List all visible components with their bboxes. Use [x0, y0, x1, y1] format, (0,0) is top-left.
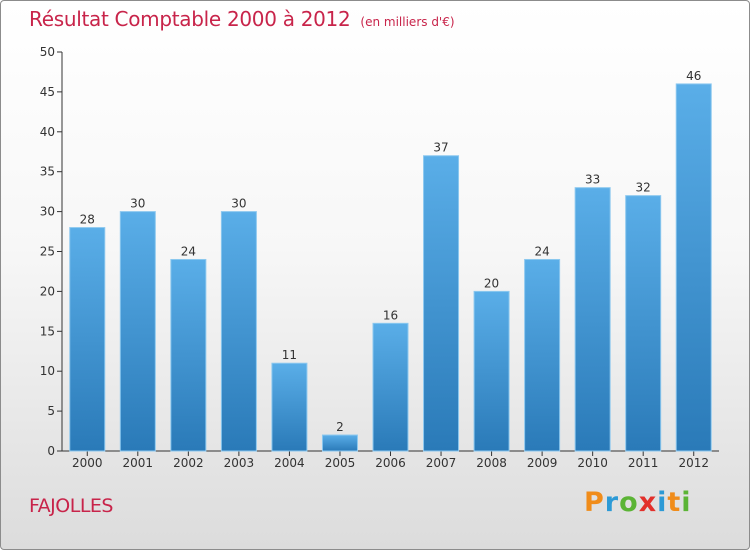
bar — [574, 187, 611, 452]
location-name: FAJOLLES — [29, 495, 113, 517]
logo-letter: i — [657, 487, 668, 518]
y-tick-label: 40 — [40, 125, 55, 139]
bar — [675, 83, 712, 452]
y-tick-label: 50 — [40, 45, 55, 59]
y-tick-label: 35 — [40, 165, 55, 179]
data-label: 37 — [433, 141, 448, 155]
y-tick-label: 25 — [40, 245, 55, 259]
bar — [372, 322, 409, 452]
logo-letter: i — [681, 487, 692, 518]
bar — [625, 195, 662, 452]
data-label: 46 — [686, 69, 701, 83]
x-tick-label: 2010 — [577, 456, 608, 470]
y-tick-label: 30 — [40, 205, 55, 219]
logo-letter: r — [604, 487, 620, 518]
x-tick-label: 2007 — [426, 456, 457, 470]
bar — [170, 258, 207, 452]
data-label: 2 — [336, 420, 344, 434]
x-tick-label: 2005 — [325, 456, 356, 470]
bar — [524, 258, 561, 452]
x-tick-label: 2009 — [527, 456, 558, 470]
data-label: 24 — [534, 244, 549, 258]
x-tick-label: 2003 — [224, 456, 255, 470]
bar — [473, 290, 510, 452]
bar — [119, 211, 156, 452]
data-label: 11 — [282, 348, 297, 362]
unit-note: (en milliers d'€) — [360, 15, 455, 29]
chart-title-text: Résultat Comptable 2000 à 2012 — [29, 7, 351, 31]
logo-letter: x — [638, 487, 658, 518]
logo-letter: o — [619, 487, 639, 518]
y-tick-label: 10 — [40, 364, 55, 378]
y-tick-label: 15 — [40, 324, 55, 338]
x-tick-label: 2004 — [274, 456, 305, 470]
bar — [220, 211, 257, 452]
data-labels: 28 30 24 30 11 2 16 37 20 24 33 32 46 — [80, 69, 702, 434]
logo-letter: t — [667, 487, 682, 518]
y-tick-label: 5 — [47, 404, 55, 418]
x-tick-label: 2001 — [123, 456, 154, 470]
x-tick-label: 2008 — [476, 456, 507, 470]
bars — [69, 83, 712, 452]
y-tick-label: 20 — [40, 284, 55, 298]
bar — [423, 155, 460, 452]
proxiti-logo: Proxiti — [584, 487, 692, 518]
logo-letter: P — [584, 487, 605, 518]
data-label: 24 — [181, 244, 196, 258]
data-label: 33 — [585, 173, 600, 187]
data-label: 20 — [484, 276, 499, 290]
bar — [69, 227, 106, 452]
x-tick-label: 2000 — [72, 456, 103, 470]
chart-title: Résultat Comptable 2000 à 2012 (en millie… — [29, 7, 455, 31]
y-tick-label: 0 — [47, 444, 55, 458]
y-tick-label: 45 — [40, 85, 55, 99]
bar — [271, 362, 308, 452]
data-label: 28 — [80, 213, 95, 227]
data-label: 30 — [130, 197, 145, 211]
data-label: 32 — [636, 181, 651, 195]
bar — [321, 434, 358, 452]
x-tick-label: 2012 — [678, 456, 709, 470]
data-label: 30 — [231, 197, 246, 211]
x-tick-label: 2006 — [375, 456, 406, 470]
x-tick-label: 2002 — [173, 456, 204, 470]
data-label: 16 — [383, 308, 398, 322]
x-tick-label: 2011 — [628, 456, 659, 470]
axes: 0 5 10 15 20 25 30 35 40 45 50 2000 2001 2002 2003 2004… — [40, 45, 719, 470]
